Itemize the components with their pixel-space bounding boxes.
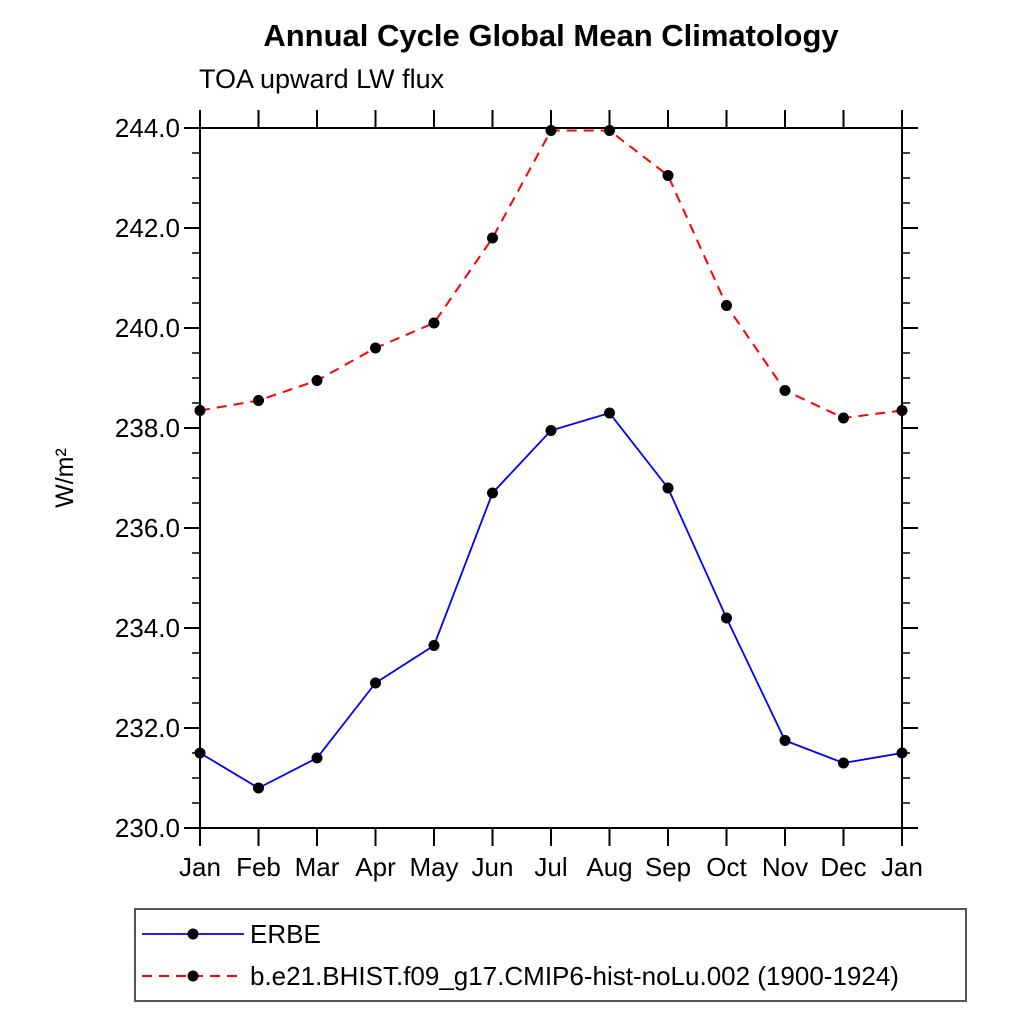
series-line-0 [199, 411, 903, 790]
y-axis-ticks [184, 127, 918, 829]
legend-label-erbe: ERBE [250, 918, 321, 949]
series-markers-1 [194, 125, 908, 424]
chart-title: Annual Cycle Global Mean Climatology [263, 18, 839, 53]
legend-entry-model: b.e21.BHIST.f09_g17.CMIP6-hist-noLu.002 … [136, 956, 965, 996]
y-tick-label: 238.0 [114, 413, 180, 443]
y-tick-label: 230.0 [114, 813, 180, 843]
erbe-line-sample-icon [142, 928, 244, 940]
plot-frame [199, 127, 903, 829]
series-markers-0 [194, 407, 908, 794]
x-tick-label: Jan [881, 852, 923, 882]
x-tick-label: May [409, 852, 459, 882]
x-tick-label: Jan [179, 852, 221, 882]
x-tick-label: Sep [644, 852, 692, 882]
y-tick-label: 236.0 [114, 513, 180, 543]
x-tick-label: Nov [761, 852, 809, 882]
y-tick-label: 240.0 [114, 313, 180, 343]
chart-subtitle: TOA upward LW flux [199, 64, 445, 94]
x-tick-label: Oct [706, 852, 747, 882]
x-tick-label: Apr [355, 852, 396, 882]
legend-label-model: b.e21.BHIST.f09_g17.CMIP6-hist-noLu.002 … [250, 960, 899, 991]
series-line-1 [199, 129, 903, 420]
x-tick-label: Mar [294, 852, 340, 882]
x-tick-label: Aug [586, 852, 633, 882]
x-tick-label: Jun [471, 852, 514, 882]
y-tick-label: 232.0 [114, 713, 180, 743]
model-line-sample-icon [142, 970, 244, 982]
legend-entry-erbe: ERBE [136, 914, 965, 954]
x-tick-label: Feb [236, 852, 281, 882]
x-axis-ticks [199, 110, 903, 846]
x-tick-label: Dec [820, 852, 867, 882]
x-tick-label: Jul [534, 852, 568, 882]
y-tick-label: 234.0 [114, 613, 180, 643]
y-tick-label: 244.0 [114, 113, 180, 143]
legend-box: ERBE b.e21.BHIST.f09_g17.CMIP6-hist-noLu… [134, 908, 967, 1002]
y-tick-label: 242.0 [114, 213, 180, 243]
